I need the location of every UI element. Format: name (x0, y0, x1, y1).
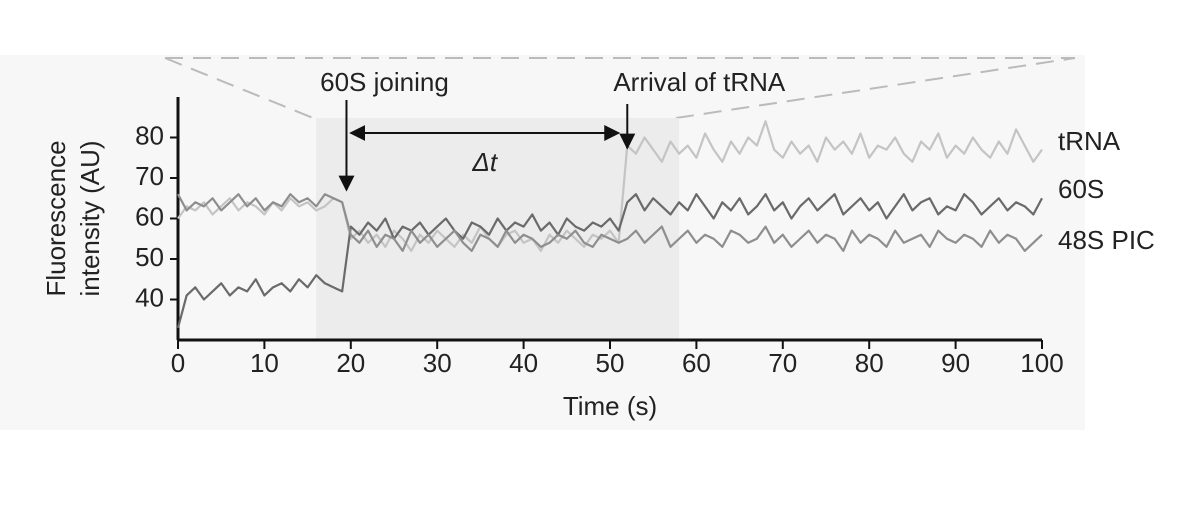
x-tick-label: 50 (596, 348, 625, 378)
y-tick-label: 70 (135, 161, 164, 191)
series-line (177, 120, 1043, 252)
y-axis-label: Fluorescence (41, 140, 71, 296)
x-tick-label: 10 (250, 348, 279, 378)
annotation: Δt (471, 147, 498, 177)
series-line (177, 193, 1043, 252)
annotation: Arrival of tRNA (613, 67, 786, 97)
annotation: 60S joining (320, 67, 449, 97)
y-tick-label: 40 (135, 282, 164, 312)
series-label: tRNA (1058, 126, 1121, 156)
y-tick-label: 50 (135, 242, 164, 272)
x-axis-label: Time (s) (563, 391, 657, 421)
x-tick-label: 0 (171, 348, 185, 378)
shaded-region (316, 118, 680, 340)
series-label: 60S (1058, 174, 1104, 204)
x-tick-label: 20 (336, 348, 365, 378)
x-tick-label: 40 (509, 348, 538, 378)
x-tick-label: 90 (941, 348, 970, 378)
series-label: 48S PIC (1058, 225, 1155, 255)
x-tick-label: 70 (768, 348, 797, 378)
x-tick-label: 30 (423, 348, 452, 378)
x-tick-label: 80 (855, 348, 884, 378)
zoom-guide (675, 57, 1076, 119)
series-line (176, 193, 1043, 329)
y-axis-label: intensity (AU) (75, 140, 105, 296)
y-tick-label: 80 (135, 120, 164, 150)
x-tick-label: 100 (1020, 348, 1063, 378)
y-tick-label: 60 (135, 201, 164, 231)
x-tick-label: 60 (682, 348, 711, 378)
